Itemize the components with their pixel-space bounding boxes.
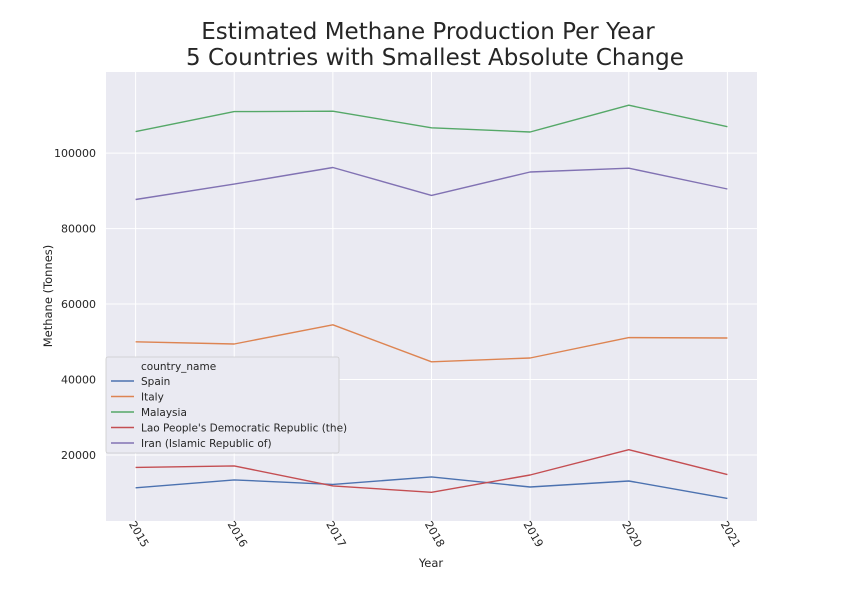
x-tick-label: 2021 xyxy=(718,519,743,550)
chart-title-line-2: 5 Countries with Smallest Absolute Chang… xyxy=(186,45,684,71)
legend: country_name Spain Italy Malaysia Lao Peopl… xyxy=(105,356,347,454)
x-tick-label: 2015 xyxy=(126,519,151,550)
y-tick-label: 100000 xyxy=(54,147,96,160)
x-tick-label: 2016 xyxy=(225,519,250,550)
legend-entry: Iran (Islamic Republic of) xyxy=(141,438,272,450)
x-axis-label: Year xyxy=(418,556,444,570)
y-tick-label: 80000 xyxy=(61,223,96,236)
x-tick-label: 2019 xyxy=(521,519,546,550)
y-tick-label: 40000 xyxy=(61,374,96,387)
legend-entry: Malaysia xyxy=(141,407,187,419)
series-line-4 xyxy=(135,166,728,201)
legend-box xyxy=(105,356,340,454)
y-tick-label: 60000 xyxy=(61,298,96,311)
x-tick-labels: 2015 2016 2017 2018 2019 2020 2021 xyxy=(126,519,743,550)
x-tick-label: 2020 xyxy=(619,519,644,550)
y-tick-labels: 20000 40000 60000 80000 100000 xyxy=(54,147,96,462)
x-tick-label: 2017 xyxy=(323,519,348,550)
grid-lines xyxy=(106,72,757,521)
legend-entry: Spain xyxy=(141,376,170,388)
series-line-1 xyxy=(135,324,728,363)
x-tick-label: 2018 xyxy=(422,519,447,550)
series-lines xyxy=(135,104,728,500)
legend-title: country_name xyxy=(141,361,216,373)
y-tick-label: 20000 xyxy=(61,449,96,462)
series-line-3 xyxy=(135,449,728,493)
legend-entry: Italy xyxy=(141,392,164,404)
series-line-2 xyxy=(135,104,728,133)
series-line-0 xyxy=(135,476,728,500)
legend-entry: Lao People's Democratic Republic (the) xyxy=(141,423,347,435)
y-axis-label: Methane (Tonnes) xyxy=(41,245,55,348)
chart-title-line-1: Estimated Methane Production Per Year xyxy=(201,19,655,45)
